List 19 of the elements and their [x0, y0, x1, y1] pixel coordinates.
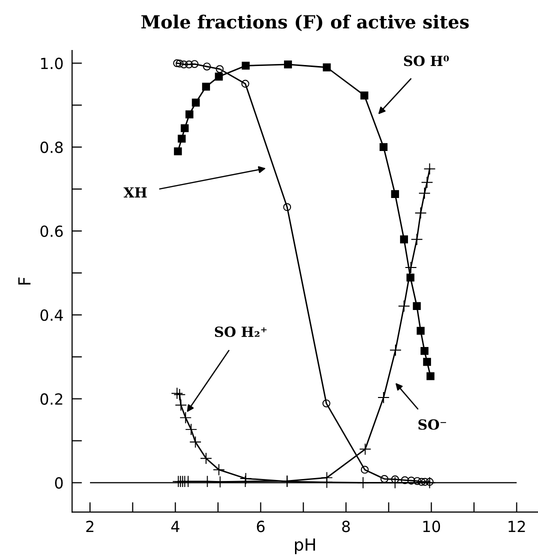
- annotation: SO H⁰: [404, 56, 449, 66]
- y-tick-label: 0.6: [40, 225, 63, 238]
- x-tick-label: 2: [86, 520, 94, 532]
- x-axis-title: pH: [295, 538, 315, 554]
- y-tick-label: 0.8: [40, 142, 63, 154]
- y-tick-label: 1.0: [41, 58, 63, 70]
- x-tick-label: 6: [256, 520, 265, 532]
- y-tick-label: 0.2: [40, 393, 62, 405]
- x-tick-label: 12: [508, 520, 525, 532]
- chart-title: Mole fractions (F) of active sites: [141, 14, 469, 32]
- x-tick-label: 4: [171, 520, 180, 532]
- annotation: SO⁻: [418, 419, 446, 430]
- y-axis-title: F: [18, 278, 30, 284]
- x-tick-label: 8: [342, 520, 350, 532]
- annotation: XH: [124, 187, 147, 198]
- y-tick-label: 0.4: [40, 309, 63, 321]
- x-tick-label: 10: [423, 520, 440, 532]
- y-tick-label: 0: [55, 477, 63, 489]
- annotation: SO H₂⁺: [214, 326, 267, 338]
